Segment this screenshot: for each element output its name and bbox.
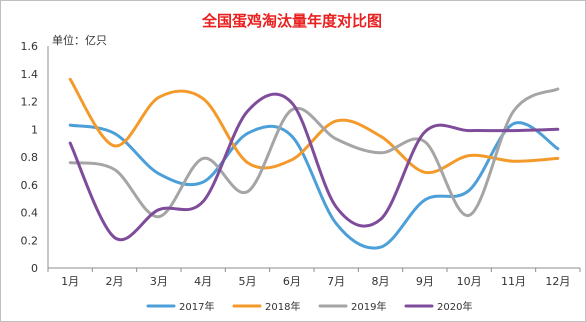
series-line-1	[68, 121, 560, 250]
legend: 2017年 2018年 2019年 2020年	[146, 300, 472, 313]
y-tick-group: 0 0.2 0.4 0.6 0.8 1 1.2 1.4 1.6	[21, 40, 39, 275]
x-tick-label: 5月	[239, 275, 257, 288]
x-tick-label: 10月	[457, 275, 482, 288]
x-tick-label: 9月	[416, 275, 434, 288]
series-group	[68, 77, 560, 250]
x-tick-label: 6月	[283, 275, 301, 288]
y-tick-label: 1.6	[21, 40, 39, 53]
series-line-4	[68, 92, 560, 242]
x-tick-label: 7月	[327, 275, 345, 288]
series-line-2	[68, 77, 560, 175]
unit-label: 单位：亿只	[52, 33, 107, 47]
x-tick-label: 12月	[545, 275, 570, 288]
y-tick-label: 1.2	[21, 96, 39, 109]
x-tick-label: 11月	[501, 275, 526, 288]
legend-label-2: 2018年	[265, 300, 300, 313]
legend-label-3: 2019年	[351, 300, 386, 313]
y-tick-label: 0.4	[21, 207, 39, 220]
x-tick-group: 1月 2月 3月 4月 5月 6月 7月 8月 9月 10月 11月 12月	[47, 268, 581, 288]
chart-title: 全国蛋鸡淘汰量年度对比图	[201, 12, 382, 30]
x-tick-label: 4月	[194, 275, 212, 288]
x-tick-label: 1月	[61, 275, 79, 288]
y-tick-label: 0.2	[21, 234, 39, 247]
y-tick-label: 0	[31, 262, 38, 275]
x-tick-label: 2月	[106, 275, 124, 288]
legend-label-4: 2020年	[437, 300, 472, 313]
x-tick-label: 3月	[150, 275, 168, 288]
legend-label-1: 2017年	[179, 300, 214, 313]
y-tick-label: 1.4	[21, 68, 39, 81]
x-tick-label: 8月	[372, 275, 390, 288]
y-tick-label: 1	[31, 123, 38, 136]
y-tick-label: 0.8	[21, 151, 39, 164]
y-tick-label: 0.6	[21, 179, 39, 192]
series-line-3	[68, 87, 560, 219]
